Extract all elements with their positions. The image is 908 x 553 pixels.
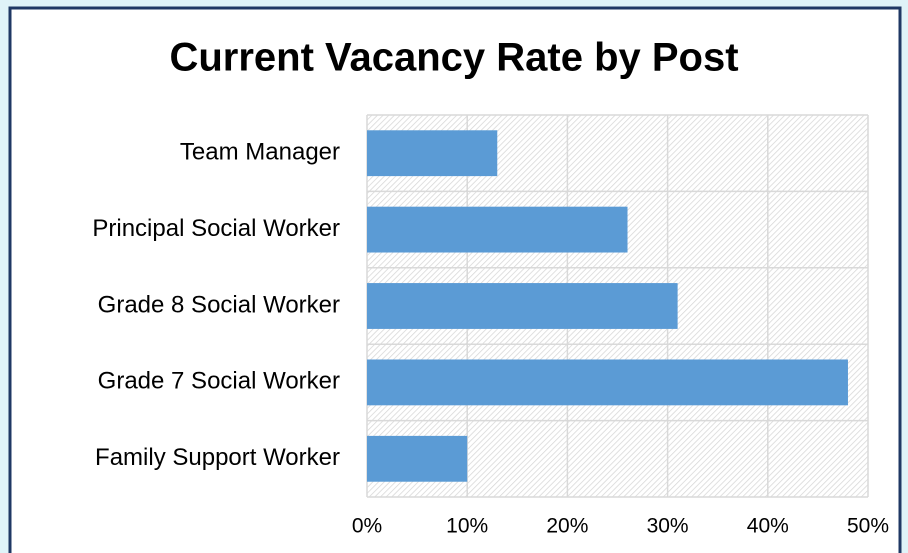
x-tick-label: 50% <box>847 515 889 538</box>
y-tick-label: Grade 8 Social Worker <box>98 291 340 318</box>
chart-title: Current Vacancy Rate by Post <box>169 36 738 80</box>
bar <box>367 359 848 406</box>
y-tick-label: Principal Social Worker <box>92 215 340 242</box>
x-tick-label: 20% <box>546 515 588 538</box>
bar <box>367 206 628 253</box>
bar <box>367 435 468 482</box>
bar <box>367 130 498 177</box>
y-tick-label: Family Support Worker <box>95 444 340 471</box>
y-tick-label: Grade 7 Social Worker <box>98 368 340 395</box>
y-tick-label: Team Manager <box>180 139 340 166</box>
bar <box>367 283 678 329</box>
x-tick-label: 30% <box>647 515 689 538</box>
x-tick-label: 10% <box>446 515 488 538</box>
x-tick-label: 40% <box>747 515 789 538</box>
x-tick-label: 0% <box>352 515 382 538</box>
